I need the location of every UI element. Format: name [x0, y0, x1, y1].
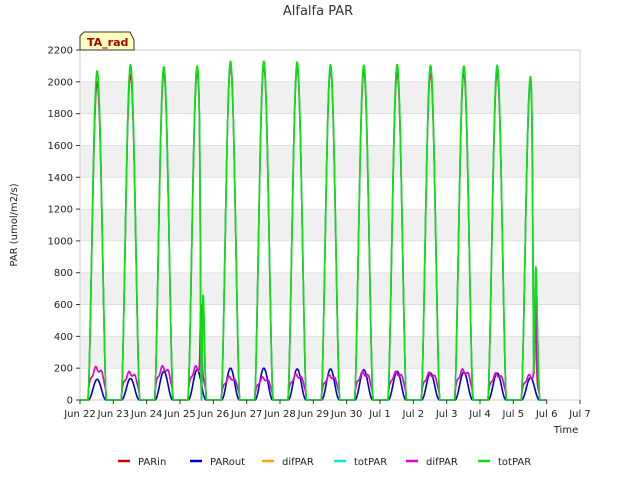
x-tick-label: Jul 6: [535, 409, 558, 420]
x-tick-label: Jul 2: [402, 409, 425, 420]
grid-band: [80, 145, 580, 178]
y-tick-label: 1400: [48, 173, 73, 184]
legend-item: totPAR: [334, 457, 387, 468]
x-tick-label: Jul 4: [468, 409, 491, 420]
y-tick-label: 1200: [48, 205, 73, 216]
y-axis-title: PAR (umol/m2/s): [9, 183, 20, 266]
y-axis: 0 200 400 600 800 1000 1200 1400 1600 1800 2000 220…: [48, 46, 80, 407]
y-tick-label: 200: [54, 364, 73, 375]
x-tick-label: Jul 3: [435, 409, 458, 420]
y-tick-label: 600: [54, 300, 73, 311]
badge-shape: [79, 31, 135, 51]
x-tick-label: Jul 7: [568, 409, 591, 420]
legend-item: PARin: [118, 457, 166, 468]
legend-label: difPAR: [426, 457, 458, 468]
grid-band: [80, 272, 580, 305]
x-tick-label: Jun 28: [263, 409, 296, 420]
y-tick-label: 0: [67, 396, 73, 407]
chart-title: Alfalfa PAR: [283, 4, 353, 19]
x-axis: Jun 22 Jun 23 Jun 24 Jun 25 Jun 26 Jun 27 Jun …: [63, 400, 591, 420]
legend-item: totPAR: [478, 457, 531, 468]
grid-bands: [80, 81, 580, 369]
x-axis-title: Time: [553, 425, 578, 436]
grid-band: [80, 81, 580, 114]
y-tick-label: 1000: [48, 236, 73, 247]
ta-rad-badge: TA_rad: [79, 31, 135, 51]
legend-item: difPAR: [262, 457, 314, 468]
legend-label: PARout: [210, 457, 245, 468]
x-tick-label: Jul 5: [502, 409, 525, 420]
legend: PARin PARout difPAR totPAR difPAR totPAR: [118, 457, 531, 468]
legend-item: difPAR: [406, 457, 458, 468]
x-tick-label: Jun 26: [197, 409, 230, 420]
x-tick-label: Jun 24: [130, 409, 163, 420]
x-tick-label: Jun 27: [230, 409, 263, 420]
x-tick-label: Jun 25: [163, 409, 196, 420]
x-tick-label: Jun 22: [63, 409, 96, 420]
y-tick-label: 1800: [48, 109, 73, 120]
legend-label: difPAR: [282, 457, 314, 468]
y-tick-label: 800: [54, 268, 73, 279]
x-tick-label: Jun 30: [330, 409, 363, 420]
y-tick-label: 2200: [48, 46, 73, 57]
y-tick-label: 2000: [48, 77, 73, 88]
badge-label: TA_rad: [87, 36, 128, 49]
legend-label: totPAR: [354, 457, 387, 468]
y-tick-label: 1600: [48, 141, 73, 152]
x-tick-label: Jul 1: [368, 409, 391, 420]
plot-frame: [79, 49, 581, 401]
legend-label: totPAR: [498, 457, 531, 468]
legend-label: PARin: [138, 457, 166, 468]
legend-item: PARout: [190, 457, 245, 468]
x-tick-label: Jun 23: [97, 409, 130, 420]
y-tick-label: 400: [54, 332, 73, 343]
grid-band: [80, 336, 580, 369]
grid-band: [80, 209, 580, 241]
x-tick-label: Jun 29: [297, 409, 330, 420]
